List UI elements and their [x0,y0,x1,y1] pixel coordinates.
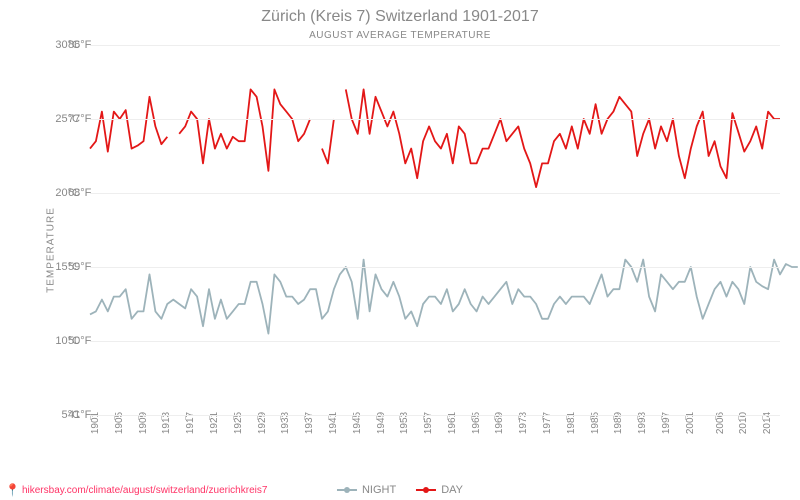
chart-title: Zürich (Kreis 7) Switzerland 1901-2017 [261,8,538,26]
gridline [90,415,780,416]
legend-day-marker [416,489,436,491]
ytick-f: 41°F [68,409,91,421]
chart-subtitle: AUGUST AVERAGE TEMPERATURE [309,30,491,41]
legend-night-label: NIGHT [362,484,396,496]
gridline [90,193,780,194]
ytick-f: 86°F [68,39,91,51]
series-line [322,119,334,163]
legend-night-marker [337,489,357,491]
chart-container: Zürich (Kreis 7) Switzerland 1901-2017 A… [0,0,800,500]
series-line [179,89,310,170]
legend: NIGHT DAY [337,484,463,496]
gridline [90,267,780,268]
legend-day-label: DAY [441,484,463,496]
series-line [90,97,167,152]
ytick-f: 50°F [68,335,91,347]
line-svg [90,45,780,415]
ytick-f: 68°F [68,187,91,199]
gridline [90,45,780,46]
attribution: 📍 hikersbay.com/climate/august/switzerla… [5,483,267,497]
ytick-f: 77°F [68,113,91,125]
legend-day: DAY [416,484,463,496]
x-axis: 1901190519091913191719211925192919331937… [90,415,780,485]
series-line [90,260,798,334]
pin-icon: 📍 [5,483,20,497]
gridline [90,119,780,120]
legend-night: NIGHT [337,484,396,496]
series-line [346,89,780,187]
attribution-text: hikersbay.com/climate/august/switzerland… [22,485,267,496]
plot-area [90,45,780,415]
gridline [90,341,780,342]
ytick-f: 59°F [68,261,91,273]
